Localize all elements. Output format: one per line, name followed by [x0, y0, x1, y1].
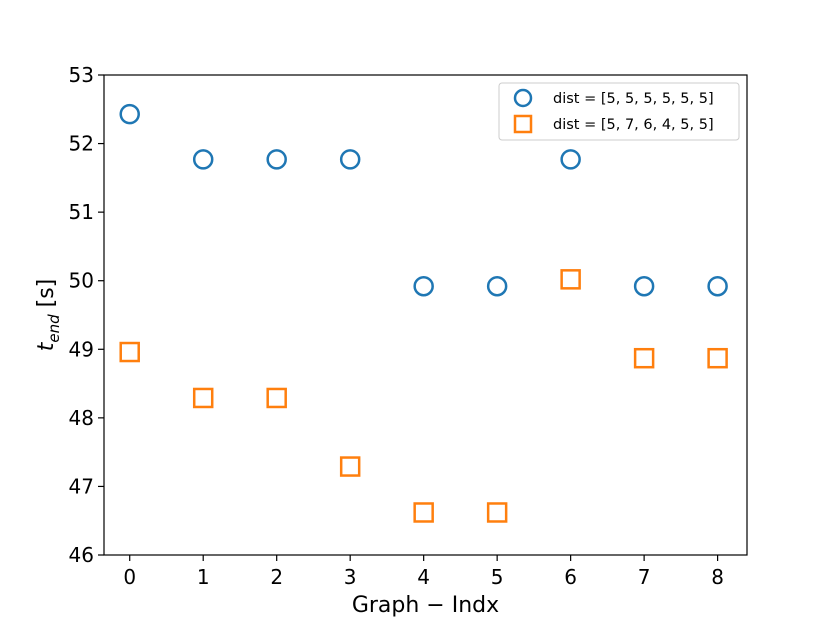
square-point — [119, 341, 140, 363]
circle-point — [192, 149, 214, 170]
y-tick-label: 52 — [69, 132, 94, 156]
x-tick-label: 8 — [711, 565, 724, 589]
y-axis-label: tend [s] — [34, 279, 63, 352]
plot-area — [103, 74, 748, 556]
x-tick-label: 2 — [270, 565, 283, 589]
y-axis: 46 47 48 49 50 51 52 53 — [69, 63, 104, 567]
legend-marker-square — [513, 114, 533, 134]
legend: dist = [5, 5, 5, 5, 5, 5] dist = [5, 7, 6… — [498, 82, 740, 141]
circle-point — [119, 103, 140, 125]
circle-point — [413, 275, 434, 297]
y-axis-label-unit: [s] — [34, 279, 59, 315]
circle-point — [339, 149, 361, 170]
y-tick-label: 49 — [69, 337, 94, 361]
circle-point — [266, 149, 287, 170]
square-point — [707, 347, 728, 369]
y-tick-label: 51 — [69, 200, 94, 224]
x-tick-label: 5 — [491, 565, 504, 589]
square-point — [339, 456, 361, 477]
legend-marker-circle — [513, 88, 533, 108]
y-tick-label: 53 — [69, 63, 94, 87]
legend-label: dist = [5, 7, 6, 4, 5, 5] — [553, 117, 714, 133]
x-tick-label: 6 — [564, 565, 577, 589]
legend-box — [498, 82, 740, 141]
x-tick-label: 1 — [197, 565, 210, 589]
y-tick-label: 47 — [69, 474, 94, 498]
y-axis-label-subscript: end — [45, 314, 63, 343]
circle-point — [560, 149, 581, 170]
square-point — [560, 269, 581, 290]
square-point — [633, 347, 655, 369]
x-tick-label: 7 — [638, 565, 651, 589]
y-tick-label: 46 — [69, 543, 94, 567]
square-point — [486, 502, 508, 523]
data-points — [119, 103, 728, 523]
x-tick-label: 4 — [417, 565, 430, 589]
y-tick-label: 48 — [69, 406, 94, 430]
square-point — [413, 502, 434, 523]
x-axis-label: Graph − Indx — [352, 593, 499, 618]
square-point — [192, 387, 214, 409]
circle-point — [633, 275, 655, 297]
x-tick-label: 0 — [123, 565, 136, 589]
circle-point — [486, 275, 508, 297]
x-axis: 0 1 2 3 4 5 6 7 8 — [123, 555, 724, 589]
circle-point — [707, 275, 728, 297]
y-axis-label-main: t — [34, 341, 59, 351]
legend-label: dist = [5, 5, 5, 5, 5, 5] — [553, 91, 714, 107]
square-point — [266, 387, 287, 409]
y-tick-label: 50 — [69, 269, 94, 293]
x-tick-label: 3 — [344, 565, 357, 589]
